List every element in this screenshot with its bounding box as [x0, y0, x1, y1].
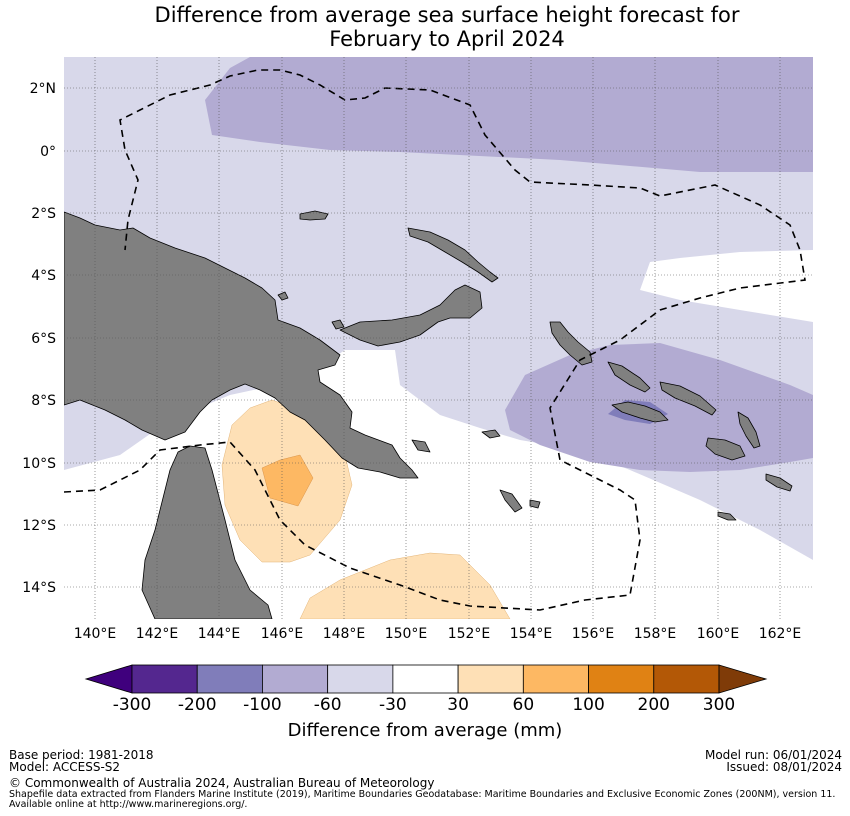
colorbar-extend-high: [718, 664, 768, 694]
colorbar-segments: [84, 664, 768, 694]
land-guadalcanal: [705, 437, 746, 461]
colorbar-segment: [392, 664, 459, 694]
colorbar-segment: [327, 664, 394, 694]
lon-label: 156°E: [572, 626, 615, 642]
land-trobriand: [481, 429, 501, 439]
colorbar-tick-label: 60: [512, 695, 535, 715]
colorbar-segment: [522, 664, 589, 694]
lon-label: 146°E: [261, 626, 304, 642]
negative-anomaly-solomons: [505, 343, 813, 472]
negative-anomaly-north: [205, 57, 813, 172]
colorbar-tick-label: -100: [243, 695, 282, 715]
colorbar-tick-label: -60: [313, 695, 342, 715]
lon-label: 144°E: [198, 626, 241, 642]
colorbar-extend-low: [84, 664, 133, 694]
moderate-positive-anomaly: [261, 454, 314, 507]
forecast-map: 2°N 0° 2°S 4°S 6°S 8°S 10°S 12°S 14°S 14…: [22, 57, 813, 642]
land-new-ireland: [407, 227, 499, 283]
lat-label: 12°S: [22, 518, 56, 534]
colorbar-segment: [131, 664, 198, 694]
land-louisiade: [499, 489, 523, 513]
colorbar-segment: [196, 664, 263, 694]
land-new-guinea: [64, 211, 419, 479]
lon-label: 158°E: [634, 626, 677, 642]
model-run: Model run: 06/01/2024: [704, 748, 842, 762]
lon-label: 140°E: [74, 626, 117, 642]
colorbar-title: Difference from average (mm): [287, 720, 563, 741]
lon-label: 160°E: [697, 626, 740, 642]
land-woodlark: [529, 499, 541, 509]
land-rennell: [717, 511, 737, 521]
land-new-britain: [339, 284, 483, 347]
lat-label: 14°S: [22, 580, 56, 596]
land-choiseul: [607, 361, 651, 393]
colorbar-tick-label: 100: [572, 695, 605, 715]
land-masses: [64, 210, 793, 619]
colorbar-tick-label: -200: [177, 695, 217, 715]
land-cape-york: [141, 445, 273, 619]
land-dentrecasteaux: [411, 439, 431, 453]
graticule: [64, 57, 813, 619]
model-name: Model: ACCESS-S2: [9, 760, 121, 774]
colorbar-tick-label: 300: [702, 695, 736, 715]
availability-note: Available online at http://www.marinereg…: [9, 799, 248, 810]
colorbar-tick-label: -300: [112, 695, 152, 715]
land-santa-isabel: [659, 381, 717, 416]
lon-label: 150°E: [385, 626, 428, 642]
colorbar-tick-label: 200: [637, 695, 670, 715]
land-bougainville: [549, 321, 593, 366]
title-line-1: Difference from average sea surface heig…: [154, 3, 740, 27]
lat-label: 8°S: [31, 393, 56, 409]
lon-label: 162°E: [759, 626, 802, 642]
colorbar-segment: [262, 664, 329, 694]
copyright: © Commonwealth of Australia 2024, Austra…: [9, 776, 435, 790]
lon-label: 152°E: [448, 626, 491, 642]
colorbar-tick-label: 30: [447, 695, 469, 715]
title-line-2: February to April 2024: [329, 27, 565, 51]
lon-label: 154°E: [510, 626, 553, 642]
neutral-region-east: [640, 250, 813, 322]
colorbar-tick-label: -30: [378, 695, 407, 715]
colorbar-segment: [457, 664, 524, 694]
lon-label: 142°E: [136, 626, 179, 642]
lat-label: 2°N: [30, 81, 56, 97]
lat-label: 4°S: [31, 268, 56, 284]
lat-label: 10°S: [22, 456, 56, 472]
chart-title: Difference from average sea surface heig…: [0, 3, 850, 51]
land-karkar: [277, 291, 289, 301]
lat-label: 2°S: [31, 206, 56, 222]
lon-label: 148°E: [323, 626, 366, 642]
base-period: Base period: 1981-2018: [9, 748, 154, 762]
land-malaita: [737, 411, 761, 449]
land-new-georgia: [611, 401, 669, 423]
shapefile-credit: Shapefile data extracted from Flanders M…: [9, 789, 836, 800]
lat-label: 6°S: [31, 331, 56, 347]
colorbar-segment: [653, 664, 720, 694]
lat-label: 0°: [40, 144, 56, 160]
issued-date: Issued: 08/01/2024: [726, 760, 842, 774]
colorbar-segment: [588, 664, 655, 694]
